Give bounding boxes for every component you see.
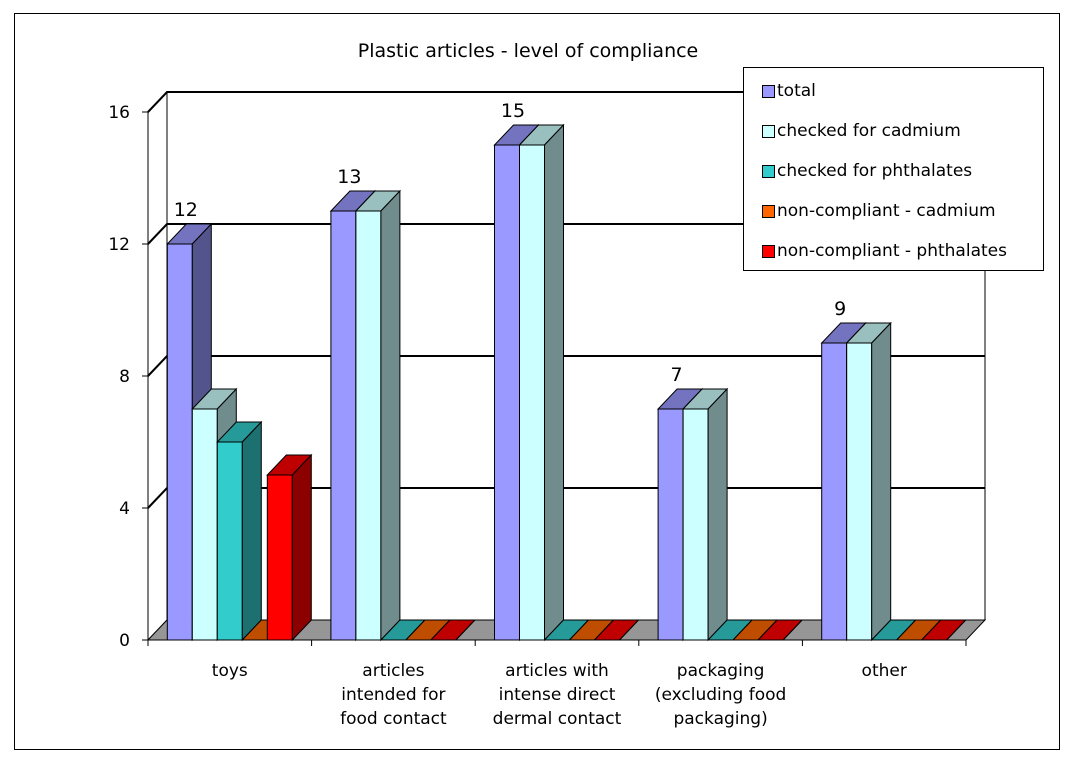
- bar-side: [946, 619, 967, 641]
- bar-non-compliant-phthalates: [266, 453, 313, 642]
- bar-side: [455, 619, 476, 641]
- y-tick-label: 0: [119, 631, 130, 651]
- data-label: 9: [834, 298, 846, 320]
- y-tick-label: 16: [108, 103, 130, 123]
- bar-front: [657, 408, 684, 641]
- bar-front: [355, 210, 382, 641]
- y-tick-label: 12: [108, 235, 130, 255]
- legend-item: non-compliant - cadmium: [762, 199, 996, 223]
- x-category-label-line: intended for: [341, 685, 445, 705]
- y-tick-label: 4: [119, 499, 130, 519]
- legend-swatch: [762, 124, 775, 138]
- data-label: 7: [671, 364, 683, 386]
- legend-swatch: [762, 204, 775, 218]
- bar-non-compliant-phthalates: [756, 619, 804, 641]
- bar-non-compliant-phthalates: [920, 619, 967, 641]
- data-label: 12: [174, 199, 198, 221]
- bar-side: [871, 321, 892, 642]
- bar-front: [821, 342, 848, 641]
- bar-checked-for-cadmium: [518, 123, 565, 642]
- legend-label: non-compliant - cadmium: [777, 201, 996, 221]
- x-category-label: toys: [212, 661, 248, 681]
- bar-side: [241, 420, 262, 642]
- x-category-label-line: other: [862, 661, 907, 681]
- bar-front: [266, 474, 293, 641]
- bar-front: [519, 144, 545, 641]
- legend-label: total: [777, 81, 816, 101]
- x-category-label-line: (excluding food: [655, 685, 786, 705]
- legend-label: checked for cadmium: [777, 121, 961, 141]
- bar-front: [682, 408, 709, 641]
- x-category-label-line: articles with: [505, 661, 609, 681]
- x-category-label-line: food contact: [340, 709, 447, 729]
- x-category-label-line: articles: [362, 661, 424, 681]
- bar-checked-for-phthalates: [216, 420, 263, 642]
- bar-front: [330, 210, 357, 641]
- bar-front: [216, 441, 243, 641]
- bar-side: [782, 619, 803, 641]
- x-category-label-line: packaging): [673, 709, 767, 729]
- chart-legend: total checked for cadmium checked for phth…: [743, 67, 1044, 271]
- gridline: [147, 223, 985, 245]
- legend-item: non-compliant - phthalates: [762, 239, 1007, 263]
- bar-side: [291, 453, 312, 642]
- bar-checked-for-cadmium: [845, 321, 892, 642]
- bar-side: [707, 387, 728, 642]
- x-category-label: packaging (excluding food packaging): [655, 661, 786, 729]
- y-tick-label: 8: [119, 367, 130, 387]
- legend-swatch: [762, 164, 775, 178]
- legend-item: total: [762, 79, 816, 103]
- bar-non-compliant-phthalates: [429, 619, 477, 641]
- legend-label: checked for phthalates: [777, 161, 973, 181]
- x-category-label: articles intended for food contact: [340, 661, 447, 729]
- legend-label: non-compliant - phthalates: [777, 241, 1007, 261]
- x-category-label-line: dermal contact: [493, 709, 622, 729]
- x-category-label: articles with intense direct dermal contac…: [493, 661, 622, 729]
- bar-side: [380, 189, 401, 642]
- bar-front: [494, 144, 520, 641]
- bar-side: [544, 123, 564, 642]
- gridline: [147, 91, 985, 113]
- bar-front: [846, 342, 873, 641]
- bar-checked-for-cadmium: [354, 189, 402, 642]
- data-label: 15: [501, 100, 525, 122]
- bar-side: [619, 619, 639, 641]
- x-category-label-line: packaging: [677, 661, 765, 681]
- legend-swatch: [762, 244, 775, 258]
- legend-swatch: [762, 84, 775, 98]
- x-category-label-line: toys: [212, 661, 248, 681]
- bar-checked-for-cadmium: [681, 387, 729, 642]
- x-category-label: other: [862, 661, 907, 681]
- legend-item: checked for cadmium: [762, 119, 961, 143]
- bar-front: [166, 243, 193, 641]
- x-category-label-line: intense direct: [499, 685, 616, 705]
- bar-front: [191, 408, 218, 641]
- data-label: 13: [337, 166, 361, 188]
- bar-non-compliant-phthalates: [593, 619, 640, 641]
- chart-title: Plastic articles - level of compliance: [358, 40, 699, 62]
- legend-item: checked for phthalates: [762, 159, 972, 183]
